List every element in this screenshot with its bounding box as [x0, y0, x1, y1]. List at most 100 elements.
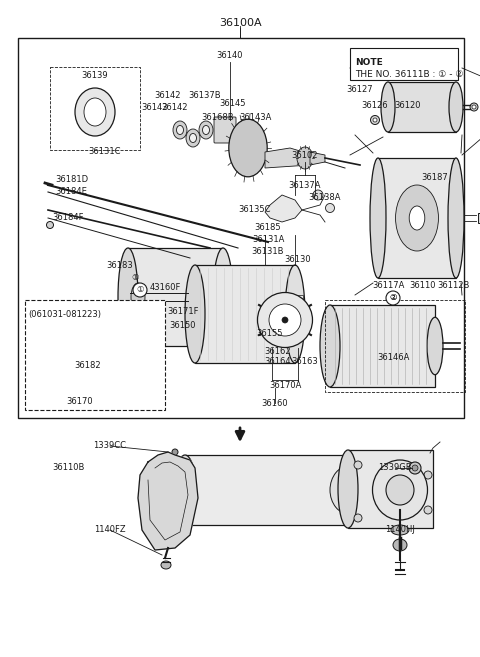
Ellipse shape	[190, 133, 196, 143]
Ellipse shape	[87, 353, 97, 363]
Text: 36155: 36155	[257, 328, 283, 338]
Ellipse shape	[75, 88, 115, 136]
Polygon shape	[310, 152, 325, 165]
Bar	[348, 450, 433, 528]
Ellipse shape	[424, 471, 432, 479]
Text: NOTE: NOTE	[355, 58, 383, 67]
Ellipse shape	[339, 455, 361, 525]
Text: 36184E: 36184E	[55, 187, 87, 196]
Ellipse shape	[472, 105, 476, 109]
Ellipse shape	[174, 455, 196, 525]
Text: 36160: 36160	[262, 399, 288, 407]
Bar	[388, 82, 456, 132]
Text: 36130: 36130	[285, 256, 312, 265]
Text: 36120: 36120	[395, 101, 421, 110]
Text: 36150: 36150	[170, 321, 196, 330]
Ellipse shape	[373, 118, 377, 122]
Ellipse shape	[424, 506, 432, 514]
Text: 36127: 36127	[347, 85, 373, 95]
Text: 36139: 36139	[82, 70, 108, 79]
Text: 36146A: 36146A	[377, 353, 409, 363]
Ellipse shape	[55, 322, 130, 394]
Ellipse shape	[177, 125, 183, 135]
Ellipse shape	[313, 190, 323, 200]
Ellipse shape	[185, 265, 205, 363]
Ellipse shape	[285, 265, 305, 363]
Ellipse shape	[370, 158, 386, 278]
Bar	[330, 305, 435, 387]
Ellipse shape	[199, 121, 213, 139]
Text: 36142: 36142	[155, 91, 181, 99]
Text: ①: ①	[131, 273, 139, 283]
Bar	[350, 48, 458, 80]
Bar	[378, 158, 456, 278]
Text: 36168B: 36168B	[202, 112, 234, 122]
Ellipse shape	[229, 119, 267, 177]
Bar	[185, 455, 350, 525]
Text: ②: ②	[389, 294, 397, 302]
Ellipse shape	[372, 460, 428, 520]
Ellipse shape	[381, 82, 395, 132]
Polygon shape	[265, 195, 302, 222]
Text: 36171F: 36171F	[167, 307, 199, 317]
Text: 1140HJ: 1140HJ	[385, 526, 415, 535]
Ellipse shape	[354, 461, 362, 469]
Text: (061031-081223): (061031-081223)	[28, 311, 101, 319]
Ellipse shape	[131, 283, 145, 311]
Ellipse shape	[213, 248, 233, 346]
Text: 36184F: 36184F	[52, 214, 84, 223]
Ellipse shape	[427, 317, 443, 374]
Ellipse shape	[330, 466, 370, 514]
Ellipse shape	[384, 475, 412, 503]
Ellipse shape	[118, 248, 138, 346]
Ellipse shape	[338, 450, 358, 528]
Bar	[287, 295, 303, 330]
Text: 36182: 36182	[75, 361, 101, 369]
Ellipse shape	[297, 147, 313, 169]
Text: 36135C: 36135C	[239, 206, 271, 214]
Text: 36183: 36183	[107, 260, 133, 269]
Ellipse shape	[391, 525, 409, 535]
Ellipse shape	[127, 364, 139, 376]
Ellipse shape	[412, 465, 418, 471]
Ellipse shape	[80, 346, 105, 370]
Bar	[195, 265, 295, 363]
Text: 36145: 36145	[220, 99, 246, 108]
Ellipse shape	[282, 317, 288, 323]
Ellipse shape	[409, 462, 421, 474]
Text: 36112B: 36112B	[437, 281, 469, 290]
Ellipse shape	[161, 561, 171, 569]
Text: 36185: 36185	[255, 223, 281, 233]
Ellipse shape	[203, 125, 209, 135]
Text: 36142: 36142	[142, 104, 168, 112]
Ellipse shape	[257, 292, 312, 348]
Text: 36131B: 36131B	[252, 248, 284, 256]
Text: 36102: 36102	[292, 150, 318, 160]
Text: 36163: 36163	[292, 357, 318, 367]
Text: 36140: 36140	[217, 51, 243, 60]
Ellipse shape	[386, 291, 400, 305]
Ellipse shape	[448, 158, 464, 278]
Text: 1339CC: 1339CC	[94, 442, 127, 451]
Ellipse shape	[409, 206, 425, 230]
Text: 1339GB: 1339GB	[378, 463, 412, 472]
Ellipse shape	[449, 82, 463, 132]
Text: 36117A: 36117A	[372, 281, 404, 290]
Text: 43160F: 43160F	[149, 284, 180, 292]
Ellipse shape	[371, 116, 380, 124]
Text: 36162: 36162	[264, 348, 291, 357]
Ellipse shape	[186, 129, 200, 147]
Bar	[18, 38, 464, 418]
Text: 36137A: 36137A	[289, 181, 321, 189]
Ellipse shape	[84, 98, 106, 126]
Text: 1140FZ: 1140FZ	[94, 526, 126, 535]
Text: 36138A: 36138A	[309, 194, 341, 202]
Ellipse shape	[47, 221, 53, 229]
Ellipse shape	[342, 482, 358, 498]
Text: 36110B: 36110B	[52, 463, 84, 472]
Text: 36126: 36126	[362, 101, 388, 110]
Text: 36110: 36110	[410, 281, 436, 290]
Ellipse shape	[173, 121, 187, 139]
Text: 36131C: 36131C	[89, 148, 121, 156]
Text: ②: ②	[389, 294, 397, 302]
